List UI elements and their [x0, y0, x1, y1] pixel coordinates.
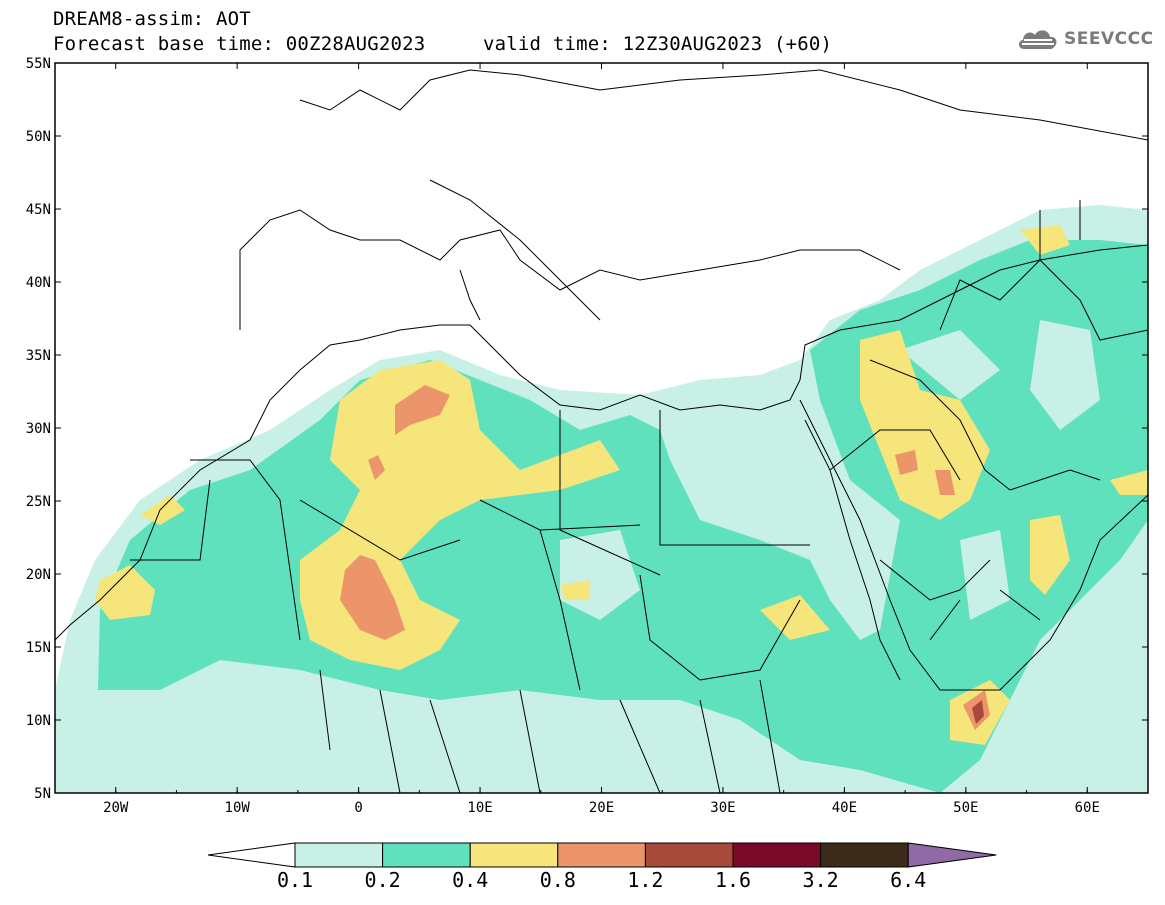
- colorbar-swatch: [294, 842, 384, 868]
- latitude-axis: 55N 50N 45N 40N 35N 30N 25N 20N 15N 10N 5N: [26, 56, 1148, 802]
- lon-tick-label: 10E: [467, 800, 492, 816]
- lat-tick-label: 35N: [26, 348, 51, 364]
- lat-tick-label: 30N: [26, 421, 51, 437]
- lat-tick-label: 50N: [26, 129, 51, 145]
- lon-tick-label: 30E: [710, 800, 735, 816]
- colorbar-swatch: [557, 842, 646, 868]
- forecast-times: Forecast base time: 00Z28AUG2023 valid ti…: [53, 33, 832, 55]
- colorbar-label: 3.2: [803, 868, 839, 892]
- lon-tick-label: 20W: [103, 800, 129, 816]
- cloud-icon: [1018, 30, 1057, 49]
- colorbar-label: 6.4: [890, 868, 926, 892]
- map-title: DREAM8-assim: AOT: [53, 8, 251, 30]
- colorbar-label: 1.2: [627, 868, 663, 892]
- lat-tick-label: 5N: [34, 786, 51, 802]
- lat-tick-label: 15N: [26, 640, 51, 656]
- longitude-axis: 20W 10W 0 10E 20E 30E 40E 50E 60E: [54, 63, 1149, 816]
- lat-tick-label: 55N: [26, 56, 51, 72]
- lon-tick-label: 10W: [225, 800, 251, 816]
- colorbar-swatch: [382, 842, 471, 868]
- aot-contour-0.8: [340, 555, 405, 640]
- aot-contour-1.2: [972, 700, 984, 724]
- lon-tick-label: 60E: [1075, 800, 1100, 816]
- base-time-label: Forecast base time: 00Z28AUG2023: [53, 33, 426, 55]
- colorbar-under-arrow: [207, 842, 296, 868]
- lat-tick-label: 25N: [26, 494, 51, 510]
- lon-tick-label: 0: [354, 800, 362, 816]
- colorbar-label: 1.6: [715, 868, 751, 892]
- valid-time-label: valid time: 12Z30AUG2023 (+60): [483, 33, 833, 55]
- lat-tick-label: 20N: [26, 567, 51, 583]
- colorbar: 0.1 0.2 0.4 0.8 1.2 1.6 3.2 6.4: [207, 842, 997, 892]
- colorbar-swatch: [820, 842, 909, 868]
- logo-text: SEEVCCC: [1064, 29, 1154, 49]
- lon-tick-label: 40E: [832, 800, 857, 816]
- lat-tick-label: 10N: [26, 713, 51, 729]
- colorbar-swatch: [469, 842, 559, 868]
- colorbar-label: 0.4: [452, 868, 488, 892]
- lat-tick-label: 45N: [26, 202, 51, 218]
- lon-tick-label: 50E: [953, 800, 978, 816]
- lon-tick-label: 20E: [589, 800, 614, 816]
- colorbar-swatch: [644, 842, 734, 868]
- colorbar-label: 0.2: [365, 868, 401, 892]
- colorbar-label: 0.1: [277, 868, 313, 892]
- colorbar-label: 0.8: [540, 868, 576, 892]
- coastlines: [55, 69, 1148, 793]
- colorbar-swatch: [732, 842, 822, 868]
- seevccc-logo: SEEVCCC: [1016, 24, 1154, 54]
- aot-field: [55, 205, 1148, 793]
- lat-tick-label: 40N: [26, 275, 51, 291]
- colorbar-over-arrow: [907, 842, 997, 868]
